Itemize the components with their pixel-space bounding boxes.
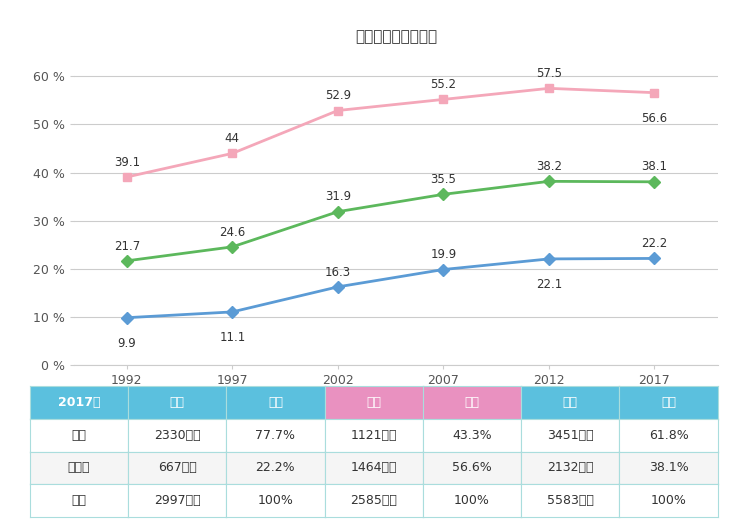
- Text: 22.2%: 22.2%: [255, 461, 295, 474]
- Text: 11.1: 11.1: [219, 331, 246, 345]
- Text: 2132万人: 2132万人: [547, 461, 593, 474]
- Text: 22.1: 22.1: [536, 278, 562, 291]
- Legend: 男女計（非正規）, 男性（非正規）, 女性（非正規）: 男女計（非正規）, 男性（非正規）, 女性（非正規）: [246, 402, 545, 425]
- Text: 1121万人: 1121万人: [351, 429, 397, 442]
- Text: 57.5: 57.5: [536, 67, 562, 80]
- Text: 61.8%: 61.8%: [649, 429, 688, 442]
- Text: 22.2: 22.2: [642, 237, 667, 250]
- Text: 56.6%: 56.6%: [452, 461, 492, 474]
- Text: 9.9: 9.9: [118, 337, 136, 350]
- Text: 女性: 女性: [366, 396, 381, 409]
- Title: 非正規の割合の推移: 非正規の割合の推移: [355, 29, 437, 44]
- Text: 52.9: 52.9: [325, 89, 351, 102]
- Text: 38.1%: 38.1%: [649, 461, 688, 474]
- Text: 100%: 100%: [454, 494, 490, 507]
- Text: 男性: 男性: [169, 396, 184, 409]
- Text: 43.3%: 43.3%: [452, 429, 492, 442]
- Text: 割合: 割合: [661, 396, 676, 409]
- Text: 100%: 100%: [258, 494, 293, 507]
- Text: 2330万人: 2330万人: [154, 429, 201, 442]
- Text: 5583万人: 5583万人: [547, 494, 593, 507]
- Text: 35.5: 35.5: [431, 173, 457, 186]
- Text: 100%: 100%: [650, 494, 687, 507]
- Text: 合計: 合計: [563, 396, 578, 409]
- Text: 39.1: 39.1: [114, 156, 140, 169]
- Text: 44: 44: [225, 132, 240, 145]
- Text: 31.9: 31.9: [325, 191, 351, 204]
- Text: 19.9: 19.9: [430, 248, 457, 261]
- Text: 21.7: 21.7: [114, 240, 140, 253]
- Text: 56.6: 56.6: [642, 112, 667, 125]
- Text: 1464万人: 1464万人: [351, 461, 397, 474]
- Text: 16.3: 16.3: [325, 266, 351, 279]
- Text: 38.1: 38.1: [642, 160, 667, 173]
- Text: 2997万人: 2997万人: [154, 494, 201, 507]
- Text: 77.7%: 77.7%: [255, 429, 295, 442]
- Text: 割合: 割合: [268, 396, 283, 409]
- Text: 55.2: 55.2: [431, 78, 457, 91]
- Text: 割合: 割合: [465, 396, 480, 409]
- Text: 合計: 合計: [71, 494, 87, 507]
- Text: 2585万人: 2585万人: [350, 494, 397, 507]
- Text: 非正規: 非正規: [67, 461, 90, 474]
- Text: 667万人: 667万人: [158, 461, 196, 474]
- Text: 2017年: 2017年: [58, 396, 100, 409]
- Text: 正規: 正規: [71, 429, 87, 442]
- Text: 38.2: 38.2: [536, 160, 562, 173]
- Text: 3451万人: 3451万人: [547, 429, 593, 442]
- Text: 24.6: 24.6: [219, 226, 246, 239]
